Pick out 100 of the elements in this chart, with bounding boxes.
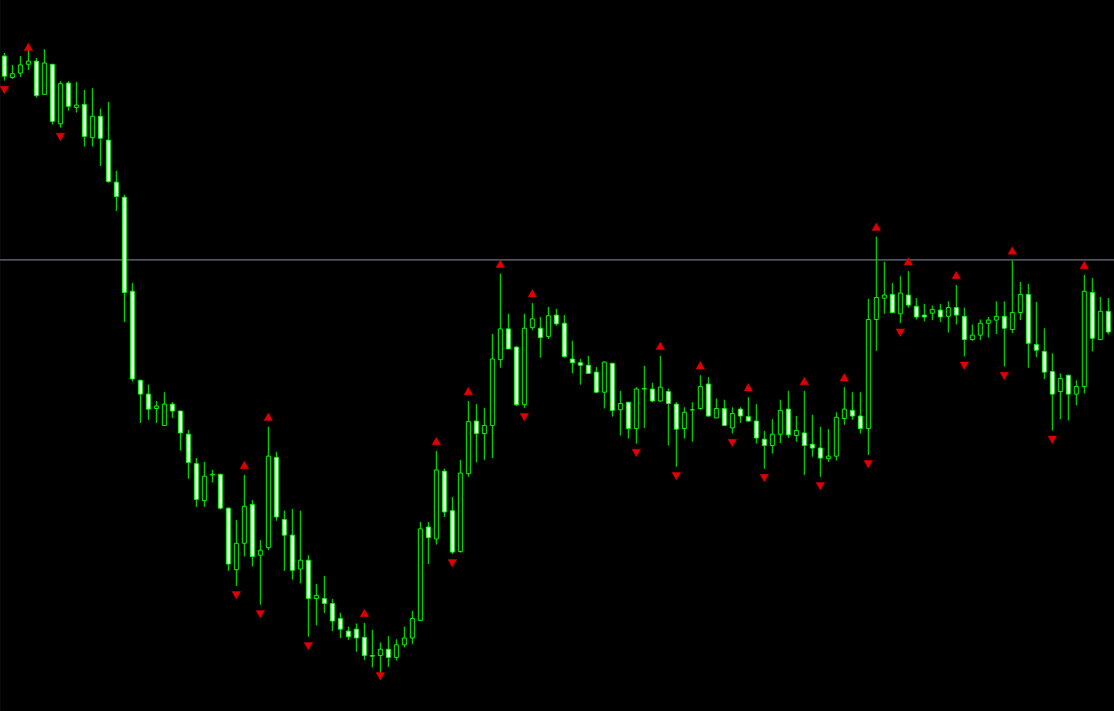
candlestick	[1105, 297, 1111, 336]
candlestick	[1, 52, 7, 82]
candlestick	[681, 406, 687, 440]
point	[695, 361, 705, 370]
candlestick	[17, 55, 23, 78]
candlestick	[73, 81, 79, 114]
candlestick	[89, 87, 95, 147]
point	[495, 259, 505, 268]
candlestick	[977, 318, 983, 341]
point	[231, 591, 241, 600]
candlestick	[137, 379, 143, 424]
point	[815, 482, 825, 491]
candlestick	[961, 307, 967, 357]
candlestick	[577, 358, 583, 386]
candlestick	[1001, 300, 1007, 368]
candlestick	[697, 374, 703, 411]
point	[631, 449, 641, 457]
point	[519, 413, 529, 422]
candlestick	[761, 430, 767, 470]
candlestick	[481, 407, 487, 461]
candlestick	[721, 399, 727, 427]
point	[951, 271, 961, 279]
candlestick	[849, 391, 855, 421]
point	[743, 383, 753, 392]
candlestick	[857, 391, 863, 435]
candlestick	[753, 403, 759, 445]
candlestick	[1009, 260, 1015, 334]
point	[903, 257, 913, 266]
candlestick	[665, 387, 671, 447]
candlestick	[769, 418, 775, 455]
point	[1079, 260, 1089, 269]
point	[1007, 246, 1017, 255]
candlestick	[369, 629, 375, 668]
candlestick	[729, 406, 735, 435]
candlestick	[1017, 281, 1023, 321]
candlestick	[529, 302, 535, 331]
candlestick	[353, 623, 359, 653]
candlestick	[593, 366, 599, 394]
point	[895, 328, 905, 337]
candlestick	[361, 622, 367, 661]
point	[863, 460, 873, 469]
candlestick	[841, 386, 847, 426]
point	[239, 461, 249, 469]
candlestick	[313, 583, 319, 626]
candlestick	[617, 390, 623, 436]
candlestick	[321, 575, 327, 614]
candlestick	[1049, 352, 1055, 431]
candlestick	[401, 626, 407, 648]
candlestick	[177, 410, 183, 452]
candlestick	[985, 316, 991, 339]
candlestick	[889, 282, 895, 314]
candlestick	[425, 521, 431, 565]
point	[759, 474, 769, 483]
candlestick	[257, 539, 263, 606]
candlestick	[641, 365, 647, 429]
candlestick	[113, 170, 119, 212]
candlestick	[161, 391, 167, 426]
candlestick	[537, 316, 543, 359]
candlestick	[281, 510, 287, 572]
point	[839, 373, 849, 382]
candlestick	[385, 635, 391, 668]
candlestick	[873, 236, 879, 352]
candlestick	[657, 355, 663, 403]
point	[375, 672, 385, 681]
candlestick	[505, 313, 511, 350]
point	[263, 412, 273, 421]
candlestick	[817, 426, 823, 478]
point	[447, 559, 457, 568]
candlestick	[329, 598, 335, 632]
candlestick	[897, 275, 903, 324]
candlestick	[945, 300, 951, 334]
candlestick	[905, 270, 911, 309]
candlestick	[713, 397, 719, 419]
point	[727, 439, 737, 447]
candlestick	[1073, 379, 1079, 406]
point	[255, 610, 265, 619]
candlestick	[297, 510, 303, 584]
candlestick	[1057, 372, 1063, 420]
point	[871, 222, 881, 231]
point	[463, 387, 473, 395]
candlestick	[913, 297, 919, 320]
candlestick	[393, 638, 399, 662]
point	[431, 437, 441, 446]
point	[671, 472, 681, 481]
candlestick	[937, 303, 943, 323]
point	[799, 376, 809, 385]
candlestick	[777, 399, 783, 444]
candlestick	[1041, 327, 1047, 380]
candlestick	[809, 414, 815, 458]
candlestick	[881, 261, 887, 315]
candlestick	[545, 306, 551, 340]
candlestick	[1033, 301, 1039, 358]
candlestick	[97, 108, 103, 167]
candlestick	[569, 340, 575, 374]
candlestick	[473, 403, 479, 463]
point	[959, 361, 969, 370]
point	[999, 371, 1009, 380]
point	[23, 42, 33, 51]
point	[655, 341, 665, 350]
point	[303, 642, 313, 651]
